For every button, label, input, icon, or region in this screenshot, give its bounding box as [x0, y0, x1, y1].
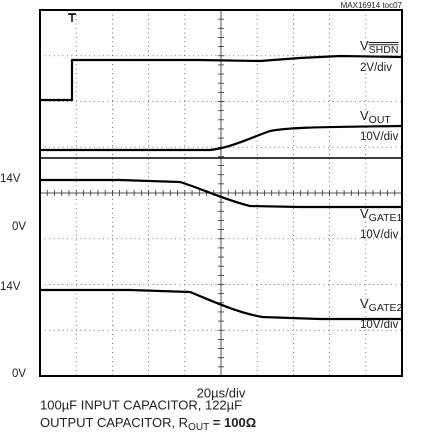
channel-sub: SHDN: [369, 44, 399, 56]
trace-vgate1: [40, 178, 402, 209]
left-label: 14V: [0, 281, 21, 293]
caption-line2: OUTPUT CAPACITOR, ROUT = 100Ω: [40, 415, 256, 431]
left-label: 0V: [12, 221, 26, 233]
channel-name: VSHDN: [360, 38, 398, 55]
left-label: 14V: [0, 173, 21, 185]
trace-vgate2: [40, 288, 402, 321]
channel-sub: GATE1: [369, 212, 403, 224]
caption-text: = 100Ω: [209, 415, 256, 430]
trigger-marker: T: [68, 13, 75, 25]
channel-name: VGATE1: [360, 206, 402, 223]
channel-sub: OUT: [369, 114, 392, 126]
channel-main: V: [360, 38, 369, 53]
caption-line1: 100µF INPUT CAPACITOR, 122µF: [40, 397, 242, 412]
caption-text: OUTPUT CAPACITOR, R: [40, 415, 188, 430]
trace-vshdn: [40, 54, 403, 102]
channel-name: VOUT: [360, 108, 391, 125]
channel-main: V: [360, 296, 369, 311]
figure-id: MAX16914 toc07: [341, 1, 403, 10]
channel-scale: 2V/div: [360, 62, 392, 74]
trace-vout: [40, 124, 403, 152]
channel-sub: GATE2: [369, 302, 403, 314]
plot-frame: [39, 9, 403, 377]
channel-scale: 10V/div: [360, 319, 399, 331]
time-scale: 20µs/div: [197, 385, 246, 400]
channel-scale: 10V/div: [360, 229, 399, 241]
grid: [39, 9, 403, 377]
channel-main: V: [360, 108, 369, 123]
left-label: 0V: [12, 368, 26, 380]
caption-sub: OUT: [188, 422, 209, 431]
channel-name: VGATE2: [360, 296, 402, 313]
channel-scale: 10V/div: [360, 131, 399, 143]
channel-main: V: [360, 206, 369, 221]
